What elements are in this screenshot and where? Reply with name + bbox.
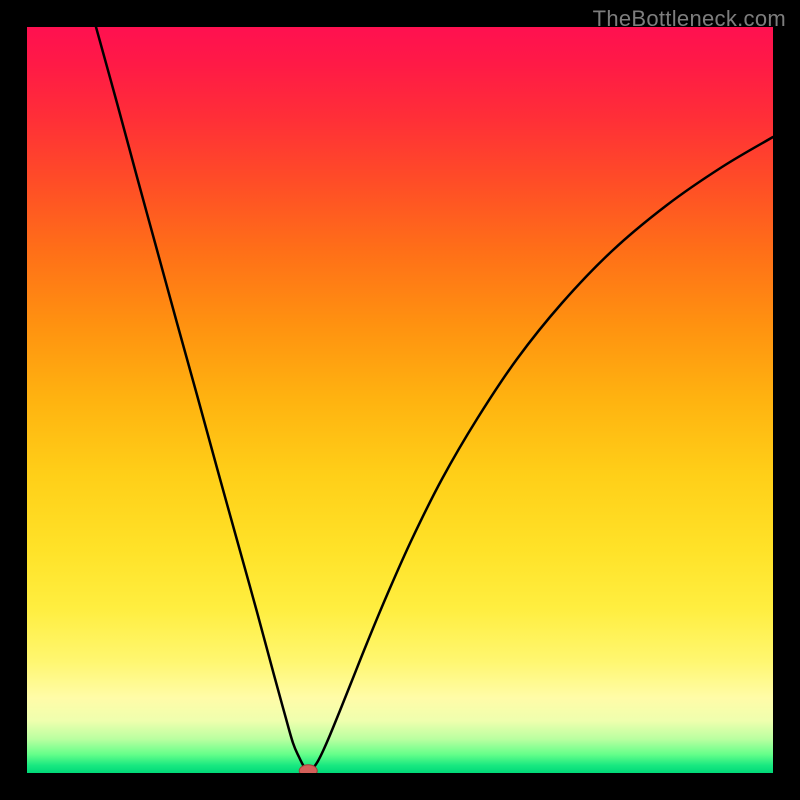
curve-layer xyxy=(27,27,773,773)
bottleneck-curve xyxy=(96,27,773,771)
chart-container xyxy=(27,27,773,773)
optimal-point-marker xyxy=(299,765,317,773)
watermark-text: TheBottleneck.com xyxy=(593,6,786,32)
